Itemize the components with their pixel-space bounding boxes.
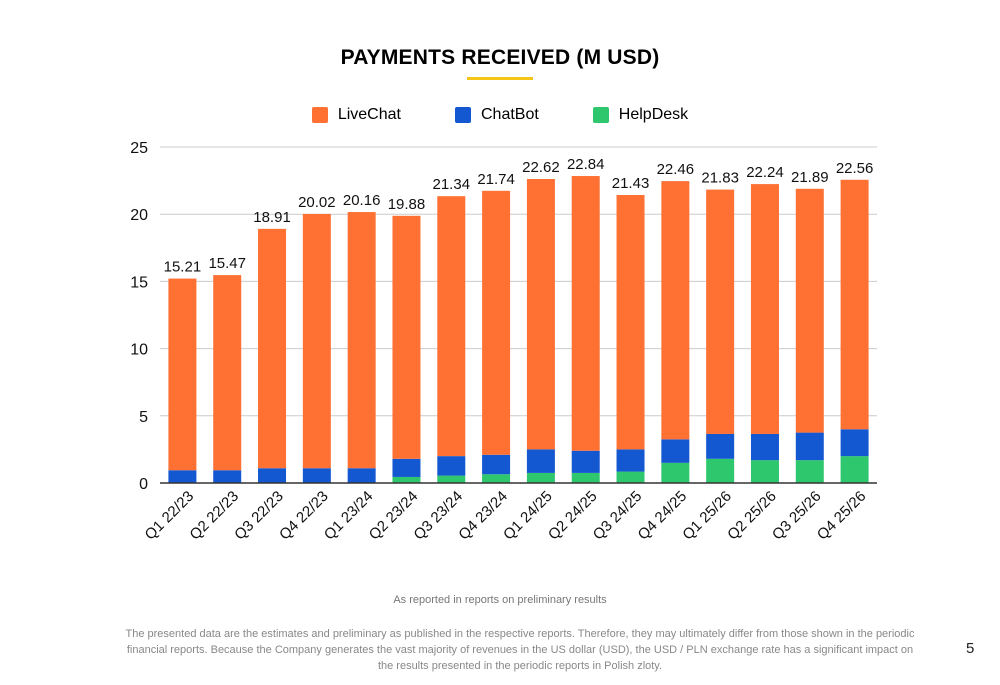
bar-segment-chatbot [168, 470, 197, 483]
page-number: 5 [966, 640, 975, 657]
bar-segment-helpdesk [482, 474, 511, 483]
total-data-label: 15.21 [164, 259, 202, 276]
y-tick-label: 0 [139, 476, 148, 493]
bar-segment-chatbot [840, 429, 869, 457]
bar-segment-livechat [168, 278, 197, 471]
bar-segment-helpdesk [571, 472, 600, 483]
bar-segment-livechat [526, 178, 555, 450]
legend-swatch-livechat [311, 107, 328, 123]
bar-segment-chatbot [571, 450, 600, 473]
bar-segment-helpdesk [706, 458, 735, 483]
x-tick-label: Q4 25/26 [814, 488, 870, 544]
total-data-label: 22.62 [522, 159, 560, 176]
bar-segment-chatbot [437, 456, 466, 476]
bar-segment-chatbot [661, 439, 690, 463]
bar-segment-helpdesk [437, 475, 466, 483]
bar-segment-chatbot [526, 449, 555, 473]
bar-segment-chatbot [213, 470, 242, 483]
total-data-label: 22.24 [746, 164, 784, 181]
bar-segment-chatbot [258, 468, 287, 483]
total-data-label: 20.02 [298, 194, 336, 211]
total-data-label: 22.46 [657, 161, 695, 178]
bar-segment-livechat [750, 184, 779, 434]
total-data-label: 20.16 [343, 192, 381, 209]
bar-segment-chatbot [750, 433, 779, 461]
y-tick-label: 20 [130, 207, 148, 224]
legend-label-livechat: LiveChat [337, 106, 401, 123]
legend-swatch-helpdesk [592, 107, 609, 123]
bar-segment-livechat [616, 194, 645, 450]
legend-label-helpdesk: HelpDesk [618, 106, 689, 123]
bar-segment-chatbot [482, 454, 511, 475]
bar-segment-chatbot [347, 468, 376, 483]
total-data-label: 19.88 [388, 196, 426, 213]
total-data-label: 21.43 [612, 175, 650, 192]
legend-swatch-chatbot [454, 107, 471, 123]
bar-segment-livechat [347, 212, 376, 469]
title-underline [467, 77, 533, 80]
chart-title: PAYMENTS RECEIVED (M USD) [340, 46, 660, 69]
y-tick-label: 5 [139, 409, 148, 426]
bar-segment-livechat [706, 189, 735, 434]
bar-segment-helpdesk [392, 476, 421, 483]
chart-legend: LiveChat ChatBot HelpDesk [0, 106, 1000, 124]
bar-segment-livechat [213, 275, 242, 471]
bar-segment-chatbot [616, 449, 645, 472]
bar-segment-chatbot [302, 468, 331, 483]
total-data-label: 21.74 [477, 171, 515, 188]
bar-segment-helpdesk [661, 462, 690, 483]
total-data-label: 22.84 [567, 156, 605, 173]
legend-item-helpdesk: HelpDesk [592, 106, 689, 124]
total-data-label: 22.56 [836, 160, 874, 177]
bar-segment-chatbot [706, 433, 735, 459]
bar-segment-livechat [392, 215, 421, 459]
disclaimer-text: The presented data are the estimates and… [125, 628, 915, 672]
total-data-label: 15.47 [208, 255, 246, 272]
bar-segment-livechat [840, 179, 869, 430]
total-data-label: 21.34 [433, 176, 471, 193]
total-data-label: 21.89 [791, 169, 829, 186]
bar-segment-helpdesk [840, 456, 869, 483]
bar-segment-helpdesk [795, 460, 824, 483]
bar-segment-livechat [302, 213, 331, 469]
total-data-label: 21.83 [701, 170, 739, 187]
total-data-label: 18.91 [253, 209, 291, 226]
legend-label-chatbot: ChatBot [480, 106, 539, 123]
y-tick-label: 15 [130, 274, 148, 291]
source-note: As reported in reports on preliminary re… [393, 594, 607, 606]
legend-item-chatbot: ChatBot [454, 106, 539, 124]
bar-segment-helpdesk [526, 472, 555, 483]
bar-segment-livechat [437, 196, 466, 457]
y-tick-label: 10 [130, 342, 148, 359]
bar-segment-livechat [258, 228, 287, 469]
bar-segment-livechat [661, 181, 690, 440]
bar-segment-helpdesk [616, 471, 645, 483]
bar-segment-livechat [571, 176, 600, 451]
y-tick-label: 25 [130, 140, 148, 157]
bar-segment-helpdesk [750, 460, 779, 483]
bar-segment-chatbot [392, 458, 421, 477]
bar-segment-livechat [795, 188, 824, 433]
bar-segment-livechat [482, 190, 511, 455]
legend-item-livechat: LiveChat [311, 106, 401, 124]
bar-segment-chatbot [795, 432, 824, 461]
